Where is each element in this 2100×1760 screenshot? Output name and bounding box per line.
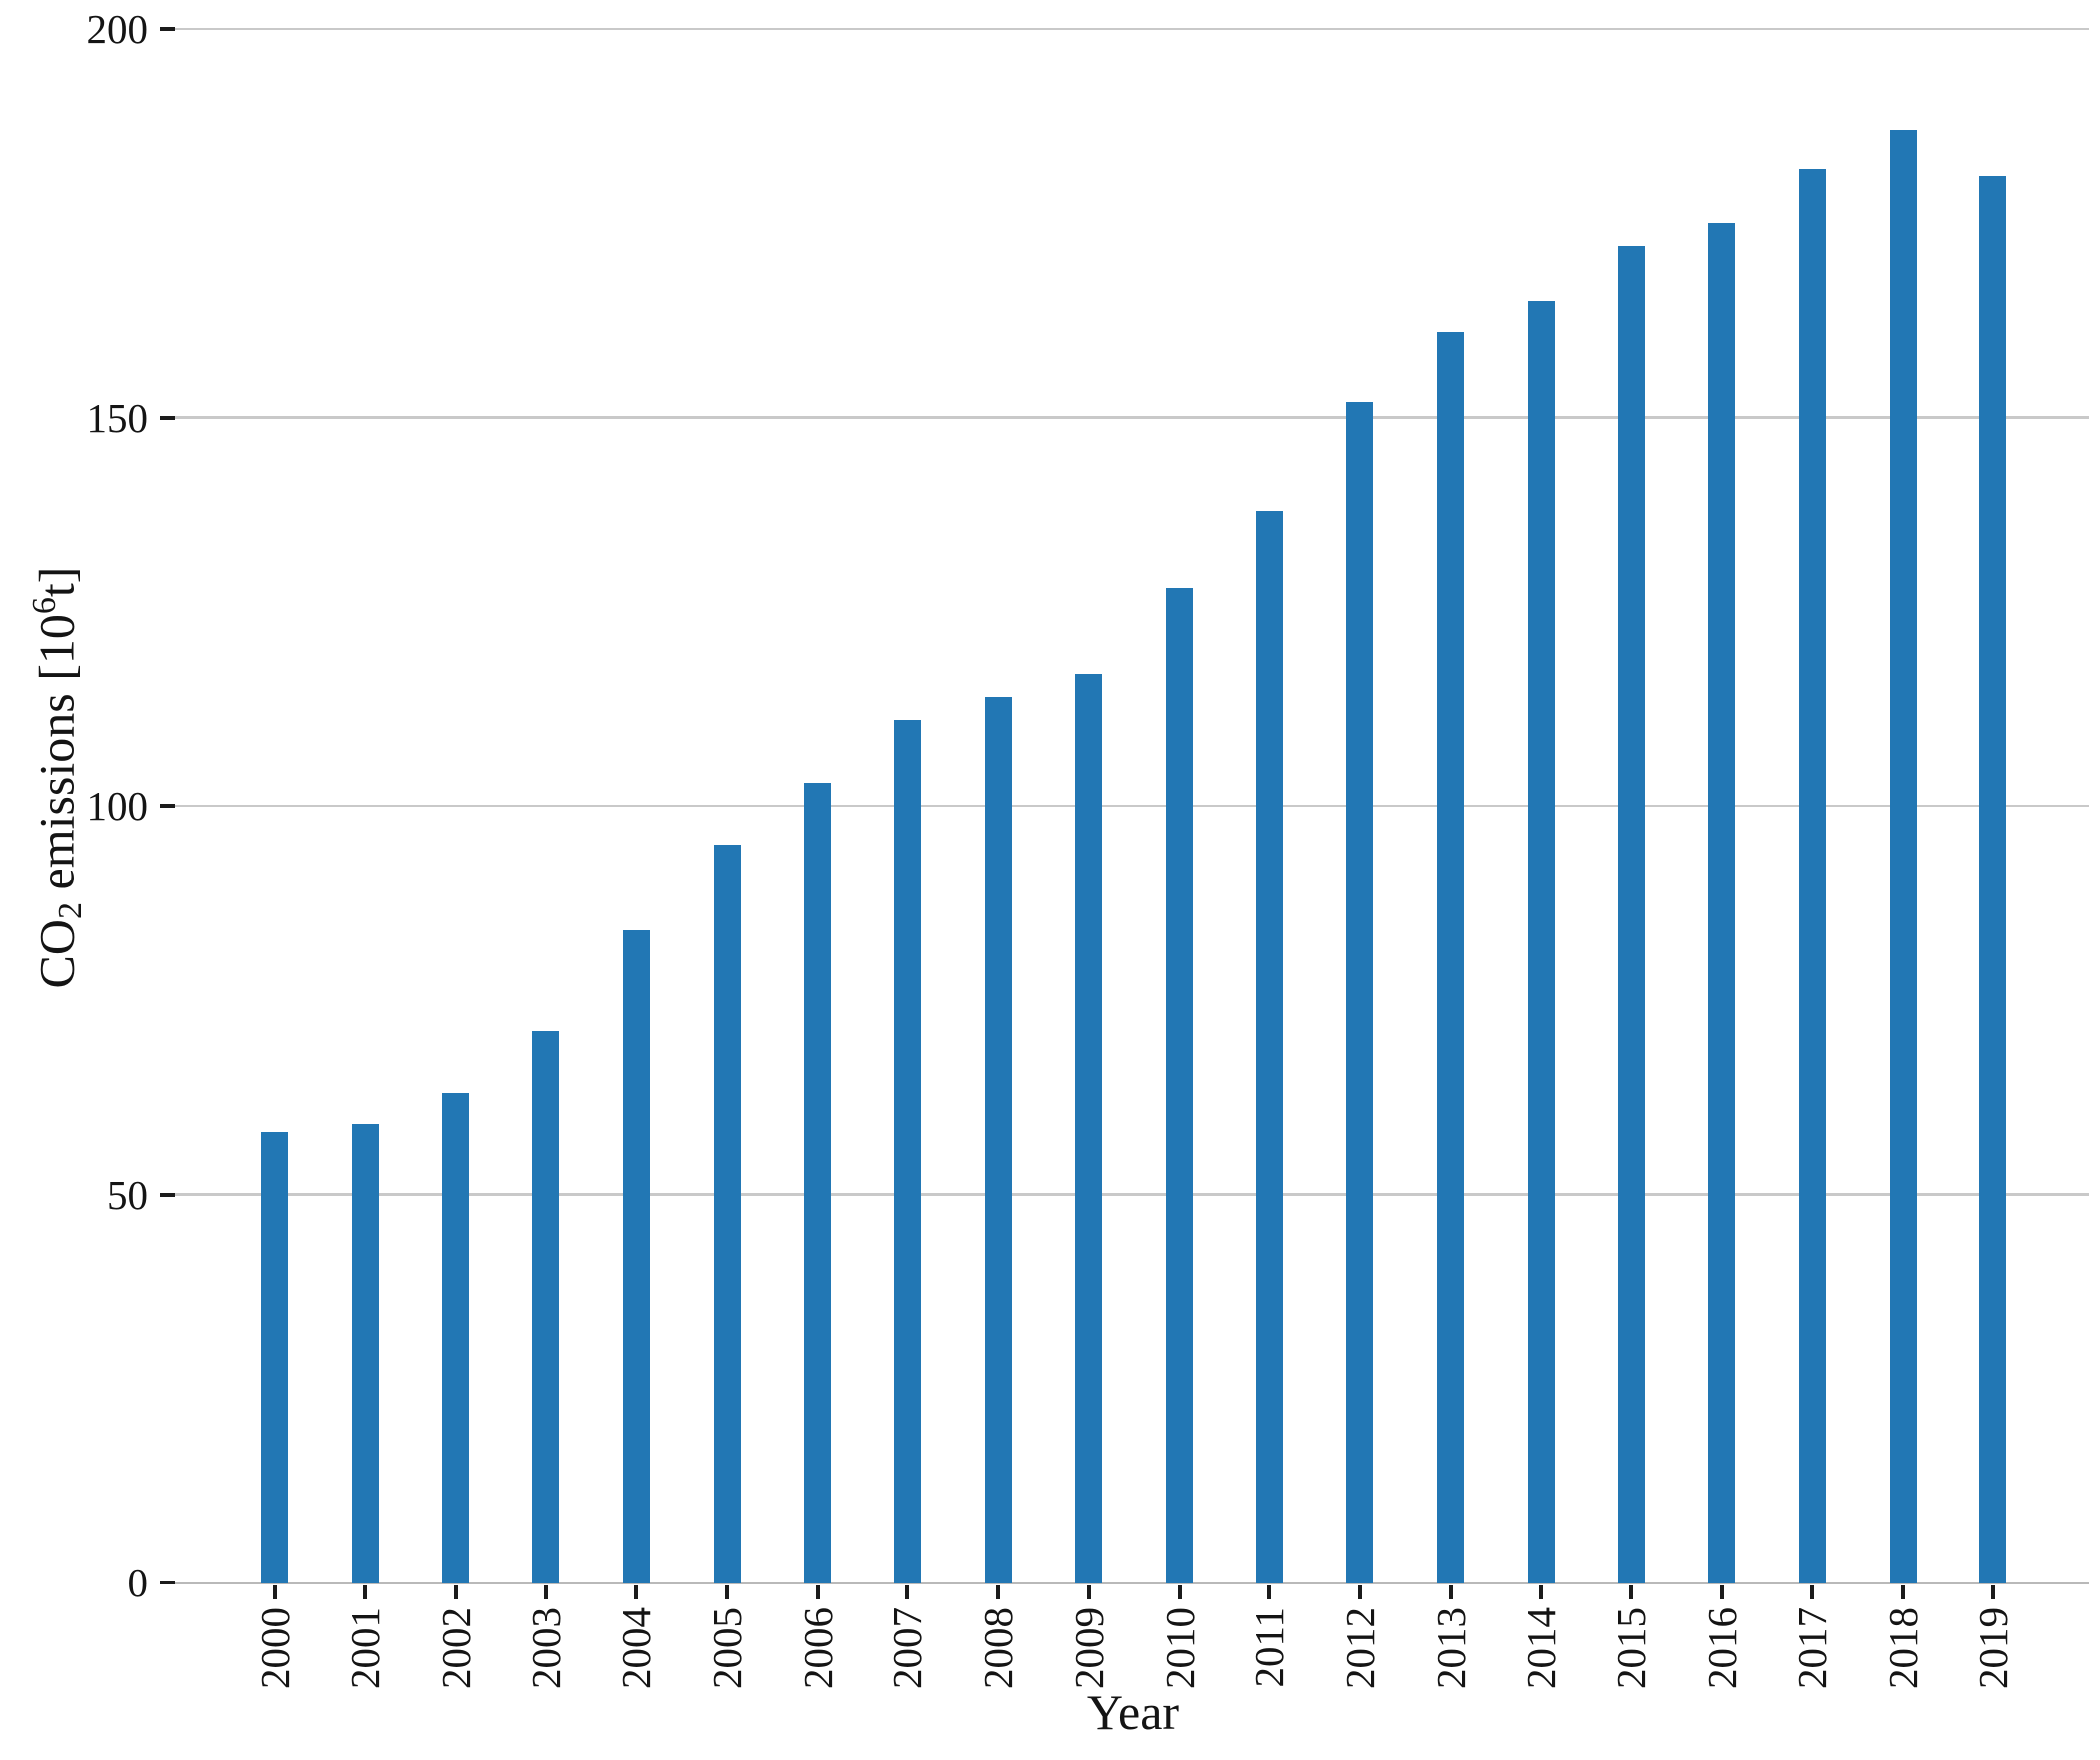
x-tick-mark-2015 bbox=[1629, 1585, 1633, 1599]
x-tick-mark-2006 bbox=[815, 1585, 820, 1599]
x-tick-label-text-2006: 2006 bbox=[794, 1607, 841, 1689]
bar-2009 bbox=[1075, 673, 1103, 1583]
x-tick-label-text-2016: 2016 bbox=[1698, 1607, 1745, 1689]
y-axis-label-text: CO2 emissions [106t] bbox=[16, 567, 100, 989]
y-axis-label-suffix: t] bbox=[28, 566, 85, 598]
y-tick-mark-0 bbox=[160, 1581, 175, 1584]
bar-2007 bbox=[893, 720, 921, 1583]
x-tick-label-text-2015: 2015 bbox=[1608, 1607, 1654, 1689]
x-tick-label-text-2005: 2005 bbox=[704, 1607, 750, 1689]
y-tick-label-150: 150 bbox=[86, 394, 149, 441]
x-tick-mark-2013 bbox=[1448, 1585, 1453, 1599]
y-axis-label-mid: emissions [10 bbox=[28, 614, 85, 902]
x-tick-label-text-2010: 2010 bbox=[1156, 1607, 1203, 1689]
x-axis-label: Year bbox=[1086, 1684, 1180, 1740]
x-tick-mark-2011 bbox=[1267, 1585, 1272, 1599]
x-tick-mark-2014 bbox=[1539, 1585, 1544, 1599]
bar-2000 bbox=[261, 1132, 288, 1583]
bar-2006 bbox=[804, 782, 832, 1583]
bar-2017 bbox=[1798, 169, 1826, 1583]
x-tick-mark-2003 bbox=[543, 1585, 548, 1599]
x-tick-label-text-2007: 2007 bbox=[884, 1607, 931, 1689]
x-tick-label-text-2013: 2013 bbox=[1427, 1607, 1474, 1689]
x-tick-label-text-2012: 2012 bbox=[1336, 1607, 1383, 1689]
bar-2005 bbox=[713, 844, 741, 1583]
y-axis-label-subscript: 2 bbox=[52, 901, 90, 919]
x-axis-line bbox=[175, 1581, 2089, 1584]
x-tick-label-text-2018: 2018 bbox=[1880, 1607, 1926, 1689]
x-tick-label-text-2019: 2019 bbox=[1969, 1607, 2016, 1689]
bar-2013 bbox=[1437, 331, 1465, 1583]
x-tick-label-text-2008: 2008 bbox=[975, 1607, 1022, 1689]
x-tick-mark-2007 bbox=[905, 1585, 910, 1599]
y-tick-label-50: 50 bbox=[107, 1171, 148, 1218]
y-tick-mark-150 bbox=[160, 415, 175, 420]
x-tick-mark-2018 bbox=[1901, 1585, 1906, 1599]
x-tick-label-text-2011: 2011 bbox=[1246, 1607, 1293, 1688]
y-tick-label-100: 100 bbox=[86, 783, 149, 829]
x-tick-label-text-2000: 2000 bbox=[251, 1607, 298, 1689]
bar-2008 bbox=[984, 696, 1012, 1583]
bar-2019 bbox=[1979, 176, 2007, 1583]
y-tick-mark-200 bbox=[160, 27, 175, 31]
x-tick-label-text-2002: 2002 bbox=[432, 1607, 479, 1689]
bar-2003 bbox=[532, 1030, 560, 1583]
bar-2015 bbox=[1617, 246, 1645, 1583]
bar-2002 bbox=[442, 1093, 470, 1583]
x-tick-mark-2008 bbox=[996, 1585, 1001, 1599]
bar-2012 bbox=[1346, 401, 1374, 1583]
y-tick-mark-50 bbox=[160, 1192, 175, 1197]
bar-2011 bbox=[1255, 510, 1283, 1583]
y-tick-mark-100 bbox=[160, 804, 175, 808]
x-tick-mark-2004 bbox=[634, 1585, 639, 1599]
x-tick-mark-2017 bbox=[1810, 1585, 1815, 1599]
x-tick-label-text-2004: 2004 bbox=[613, 1607, 660, 1689]
x-tick-mark-2009 bbox=[1086, 1585, 1091, 1599]
x-tick-label-text-2014: 2014 bbox=[1518, 1607, 1565, 1689]
x-tick-label-text-2001: 2001 bbox=[342, 1607, 389, 1689]
gridline-y-50 bbox=[175, 1193, 2089, 1196]
bar-2004 bbox=[622, 929, 650, 1583]
bar-2018 bbox=[1889, 130, 1917, 1583]
y-tick-label-0: 0 bbox=[127, 1560, 149, 1605]
x-tick-mark-2012 bbox=[1357, 1585, 1362, 1599]
x-tick-mark-2019 bbox=[1990, 1585, 1995, 1599]
gridline-y-150 bbox=[175, 416, 2089, 419]
x-tick-mark-2016 bbox=[1719, 1585, 1724, 1599]
x-tick-label-text-2009: 2009 bbox=[1065, 1607, 1112, 1689]
gridline-y-100 bbox=[175, 804, 2089, 808]
bar-2010 bbox=[1166, 587, 1193, 1583]
bar-2016 bbox=[1708, 222, 1736, 1583]
bar-2014 bbox=[1527, 300, 1555, 1583]
x-tick-mark-2000 bbox=[272, 1585, 277, 1599]
bar-2001 bbox=[351, 1124, 379, 1583]
x-tick-mark-2002 bbox=[453, 1585, 458, 1599]
y-axis-label-superscript: 6 bbox=[26, 597, 63, 615]
x-tick-label-text-2003: 2003 bbox=[523, 1607, 569, 1689]
y-axis-label-prefix: CO bbox=[28, 918, 85, 989]
x-tick-mark-2001 bbox=[363, 1585, 368, 1599]
x-tick-mark-2010 bbox=[1177, 1585, 1182, 1599]
x-tick-label-text-2017: 2017 bbox=[1789, 1607, 1836, 1689]
y-tick-label-200: 200 bbox=[86, 6, 149, 52]
x-tick-mark-2005 bbox=[725, 1585, 729, 1599]
gridline-y-200 bbox=[175, 27, 2089, 31]
